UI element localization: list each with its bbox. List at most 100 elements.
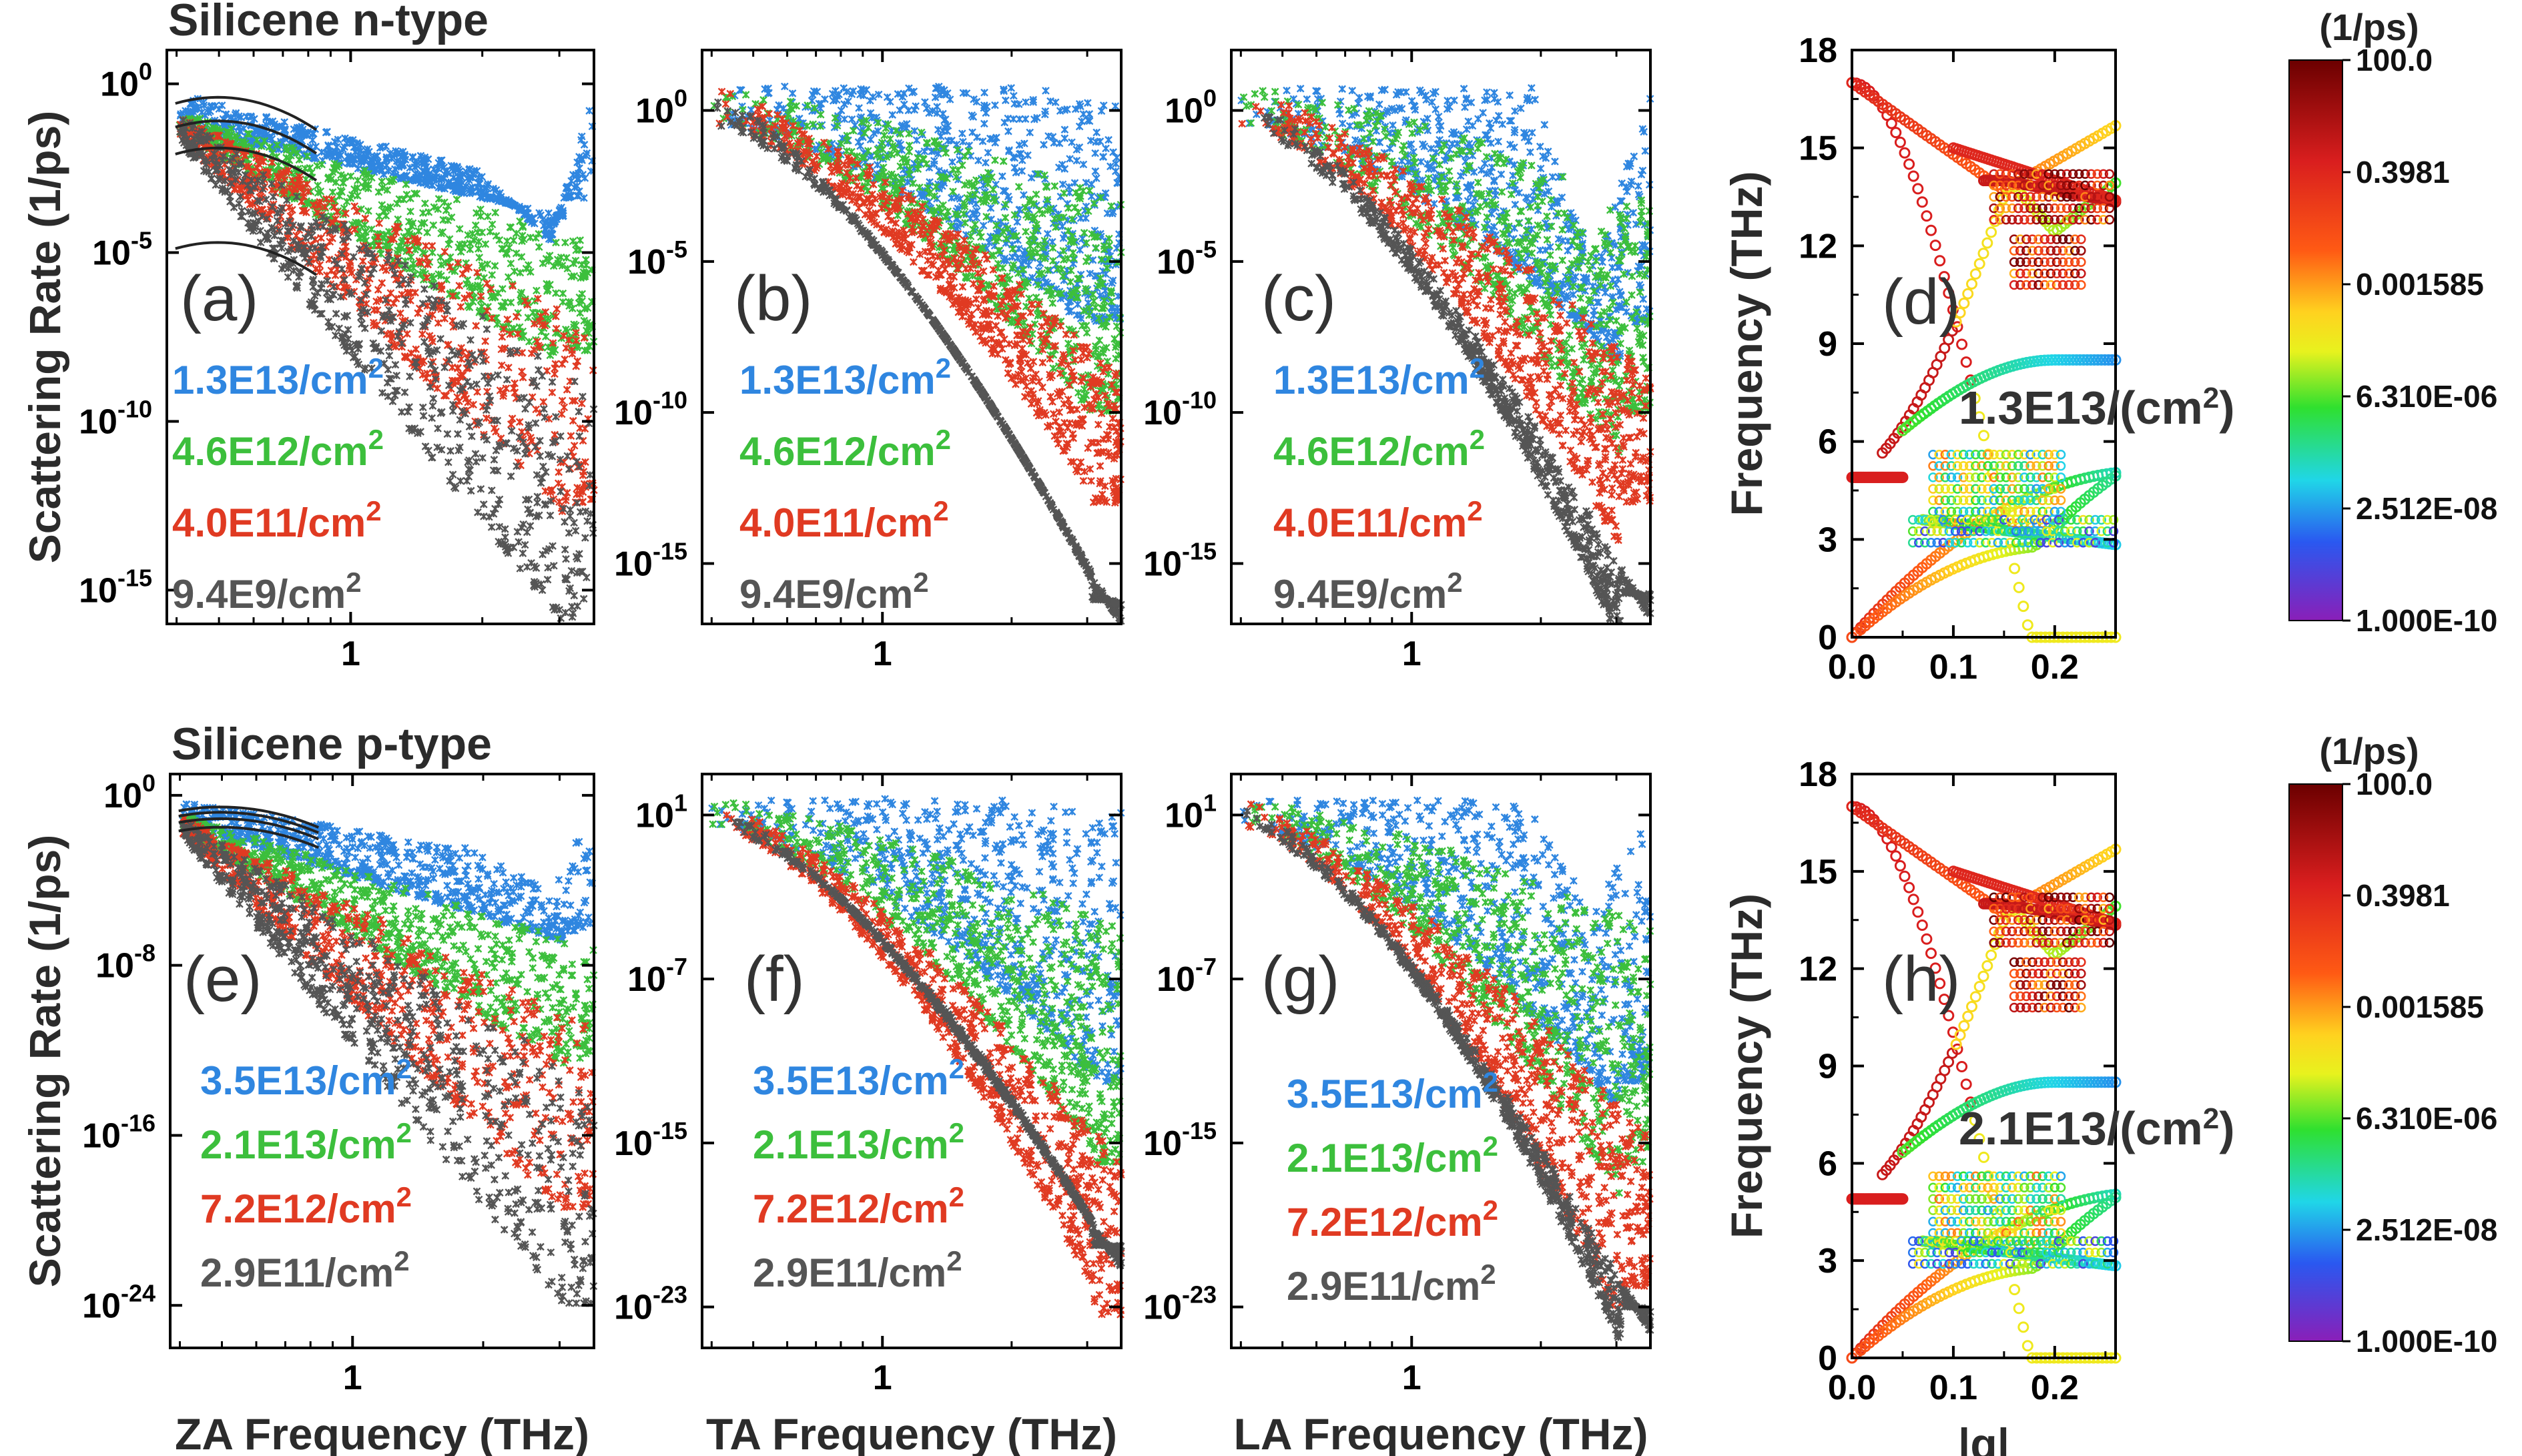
point-b-0 (1050, 139, 1058, 147)
point-a-3 (212, 181, 220, 190)
point-a-3 (454, 430, 462, 438)
point-a-1 (499, 285, 507, 293)
point-a-3 (295, 273, 303, 282)
point-a-3 (446, 476, 454, 485)
point-b-0 (1042, 87, 1050, 95)
point-b-0 (921, 98, 929, 106)
point-a-1 (395, 195, 404, 204)
point-a-2 (552, 324, 561, 333)
point-b-2 (972, 295, 980, 304)
point-b-2 (1026, 308, 1035, 317)
point-a-3 (536, 452, 545, 460)
point-a-3 (464, 472, 473, 481)
point-b-2 (1046, 354, 1054, 363)
point-a-0 (242, 112, 251, 121)
point-a-2 (512, 312, 521, 321)
point-a-2 (404, 236, 412, 245)
point-a-3 (513, 528, 522, 536)
point-b-1 (1040, 171, 1048, 179)
point-a-0 (539, 215, 547, 224)
point-b-1 (1090, 297, 1098, 305)
point-b-0 (747, 105, 755, 114)
point-b-0 (1078, 117, 1086, 125)
point-b-1 (741, 91, 750, 99)
point-a-3 (507, 426, 516, 435)
point-a-2 (454, 364, 462, 372)
point-a-1 (477, 212, 485, 220)
point-a-0 (585, 107, 594, 115)
point-a-3 (536, 436, 544, 445)
point-a-3 (538, 372, 547, 380)
point-a-3 (568, 613, 577, 621)
point-b-1 (1001, 214, 1010, 222)
point-b-0 (1064, 183, 1073, 191)
point-a-3 (418, 403, 427, 412)
point-a-3 (384, 366, 392, 374)
point-b-0 (1105, 135, 1113, 144)
point-b-0 (1026, 128, 1034, 137)
point-b-0 (1085, 110, 1094, 118)
point-a-3 (444, 458, 452, 466)
point-a-2 (569, 416, 577, 425)
point-a-2 (553, 305, 561, 313)
point-a-2 (515, 418, 524, 426)
point-b-1 (874, 119, 882, 127)
point-b-2 (1049, 410, 1058, 418)
point-b-0 (1068, 138, 1076, 147)
point-b-1 (999, 157, 1008, 165)
point-a-3 (519, 549, 527, 558)
point-a-2 (387, 334, 396, 343)
point-a-2 (579, 498, 587, 506)
point-a-3 (526, 522, 535, 530)
point-a-3 (310, 306, 319, 314)
series-a-0 (176, 95, 597, 244)
point-b-2 (1109, 414, 1117, 423)
point-b-1 (1066, 278, 1074, 286)
point-a-1 (478, 228, 487, 237)
point-b-0 (1043, 230, 1052, 238)
point-b-2 (1077, 356, 1085, 364)
point-a-3 (531, 419, 540, 427)
point-b-0 (979, 222, 988, 230)
point-a-0 (222, 110, 230, 119)
point-b-0 (912, 102, 920, 110)
point-a-3 (566, 512, 574, 520)
point-b-2 (1029, 358, 1038, 366)
point-b-1 (905, 147, 914, 156)
point-b-2 (1056, 322, 1065, 330)
point-a-3 (390, 391, 399, 400)
point-a-0 (312, 142, 320, 151)
point-a-2 (403, 330, 411, 338)
point-b-0 (912, 136, 921, 144)
point-a-0 (376, 143, 384, 152)
point-b-2 (717, 87, 726, 96)
point-b-0 (1079, 160, 1088, 169)
point-a-3 (557, 487, 565, 496)
point-a-3 (443, 430, 452, 438)
point-b-2 (1054, 440, 1062, 448)
point-b-0 (1012, 168, 1020, 177)
point-a-1 (516, 268, 525, 277)
point-b-0 (1010, 91, 1018, 100)
point-b-1 (1082, 257, 1090, 266)
point-b-1 (1103, 357, 1112, 366)
point-a-3 (270, 254, 278, 262)
point-a-3 (420, 285, 428, 294)
point-a-3 (561, 545, 569, 554)
point-a-1 (527, 268, 535, 276)
point-a-1 (481, 240, 490, 248)
point-a-3 (487, 522, 496, 531)
point-b-1 (1035, 206, 1044, 214)
point-b-2 (998, 344, 1006, 353)
point-b-1 (1095, 336, 1104, 344)
point-b-0 (1092, 137, 1100, 146)
point-a-1 (475, 254, 484, 262)
point-a-3 (533, 498, 541, 507)
point-b-2 (1038, 383, 1046, 392)
point-a-2 (581, 424, 589, 433)
point-a-0 (406, 163, 414, 172)
point-a-3 (575, 408, 583, 416)
point-b-2 (992, 322, 1000, 330)
point-a-3 (226, 198, 234, 206)
point-a-3 (546, 511, 555, 520)
